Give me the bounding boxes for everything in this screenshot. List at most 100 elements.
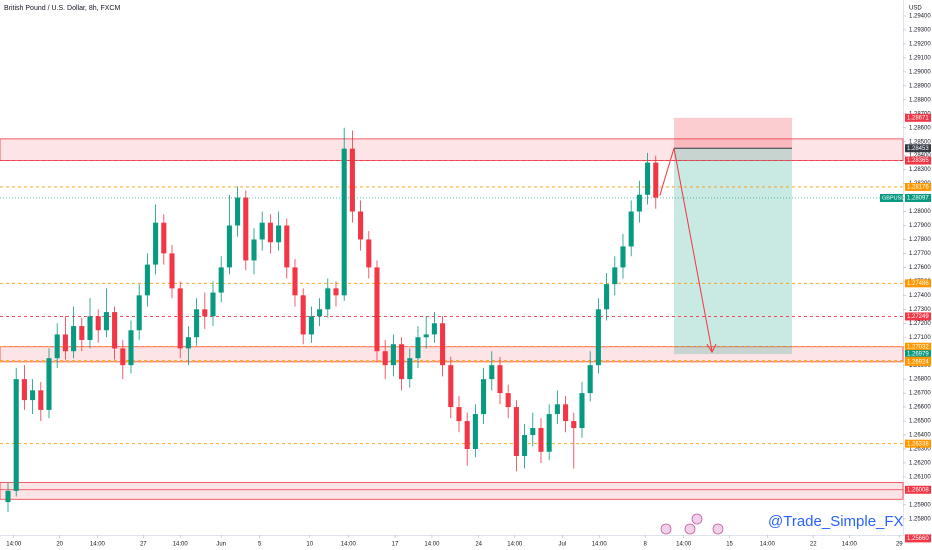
candle-body: [325, 288, 331, 310]
y-tick-label: 1.28600: [909, 125, 931, 131]
candle-body: [382, 351, 388, 366]
candle-body: [194, 309, 200, 338]
candle-body: [481, 379, 487, 415]
y-tick-label: 1.29100: [909, 55, 931, 61]
price-label-bg: [905, 113, 931, 122]
last-price-bg: [905, 193, 931, 202]
candle-body: [5, 490, 11, 503]
candle-body: [169, 253, 175, 289]
x-tick-label: 17: [392, 542, 399, 548]
candle-body: [13, 379, 19, 491]
candle-body: [595, 309, 601, 366]
price-label-bg: [905, 342, 931, 351]
candle-body: [620, 246, 626, 268]
x-tick-label: 14:00: [6, 542, 22, 548]
y-tick-label: 1.29300: [909, 28, 931, 34]
risk-area: [674, 117, 792, 149]
reward-area: [674, 148, 792, 355]
y-tick-label: 1.27400: [909, 293, 931, 299]
candle-body: [431, 323, 437, 335]
candle-body: [628, 211, 634, 247]
candle-body: [407, 358, 413, 380]
x-tick-label: 14:00: [341, 542, 357, 548]
price-label: 1.26979: [907, 352, 929, 358]
candle-body: [144, 264, 150, 296]
candle-body: [46, 358, 52, 410]
candle-body: [62, 334, 68, 352]
candle-body: [358, 211, 364, 240]
price-label-bg: [905, 357, 931, 366]
candle-body: [612, 267, 618, 285]
price-label-bg: [905, 182, 931, 191]
candle-body: [120, 348, 126, 366]
candle-body: [136, 295, 142, 331]
y-tick-label: 1.28800: [909, 97, 931, 103]
candle-body: [218, 267, 224, 293]
y-tick-label: 1.27700: [909, 251, 931, 257]
x-tick-label: Jun: [216, 542, 226, 548]
candle-body: [456, 407, 462, 422]
candle-body: [112, 312, 118, 349]
price-label: 1.26008: [907, 487, 929, 493]
candle-body: [210, 292, 216, 317]
price-label-bg: [905, 485, 931, 494]
price-label: 1.26924: [907, 359, 929, 365]
candle-body: [21, 379, 27, 401]
candle-body: [546, 414, 552, 452]
candle-body: [251, 239, 257, 261]
candle-body: [399, 344, 405, 380]
candle-body: [440, 323, 446, 366]
x-tick-label: 14:00: [842, 542, 858, 548]
last-price-label: 1.28097: [907, 196, 929, 202]
price-label-bg: [905, 156, 931, 165]
candle-body: [202, 309, 208, 317]
symbol-tag: GBPUSD: [882, 195, 905, 201]
price-label: 1.28176: [907, 185, 929, 191]
candle-body: [538, 428, 544, 452]
candle-body: [505, 393, 511, 408]
x-tick-label: 20: [56, 542, 63, 548]
candle-body: [226, 225, 232, 268]
x-tick-label: 29: [896, 542, 903, 548]
price-label: 1.27032: [907, 344, 929, 350]
y-tick-label: 1.27100: [909, 335, 931, 341]
candle-body: [95, 316, 101, 331]
y-tick-label: 1.29000: [909, 69, 931, 75]
candle-body: [259, 222, 265, 240]
price-label-bg: [905, 312, 931, 321]
supply-demand-zone: [0, 482, 904, 500]
candle-body: [292, 267, 298, 296]
candle-body: [333, 288, 339, 296]
candle-body: [185, 337, 191, 349]
candle-body: [79, 326, 85, 341]
x-tick-label: 10: [306, 542, 313, 548]
y-tick-label: 1.26400: [909, 433, 931, 439]
y-tick-label: 1.27200: [909, 321, 931, 327]
candle-body: [415, 337, 421, 359]
x-tick-label: 24: [475, 542, 482, 548]
candle-body: [161, 222, 167, 254]
price-label-bg: [905, 279, 931, 288]
y-tick-label: 1.29200: [909, 41, 931, 47]
price-label-bg: [905, 439, 931, 448]
y-tick-label: 1.26500: [909, 419, 931, 425]
y-tick-label: 1.26700: [909, 391, 931, 397]
candle-body: [489, 365, 495, 380]
y-tick-label: 1.28900: [909, 83, 931, 89]
symbol-tag-bg: [880, 193, 903, 202]
candle-body: [464, 421, 470, 449]
candle-body: [308, 316, 314, 335]
candle-body: [276, 225, 282, 243]
x-tick-label: 14:00: [173, 542, 189, 548]
candle-body: [472, 414, 478, 449]
y-tick-label: 1.28000: [909, 209, 931, 215]
candle-body: [604, 284, 610, 310]
candle-body: [390, 344, 396, 366]
x-tick-label: 14:00: [676, 542, 692, 548]
currency-label: USD: [909, 6, 922, 12]
price-label-bg: [905, 144, 931, 153]
candle-body: [423, 334, 429, 338]
y-tick-label: 1.27800: [909, 237, 931, 243]
candle-body: [374, 267, 380, 352]
candle-body: [317, 309, 323, 317]
